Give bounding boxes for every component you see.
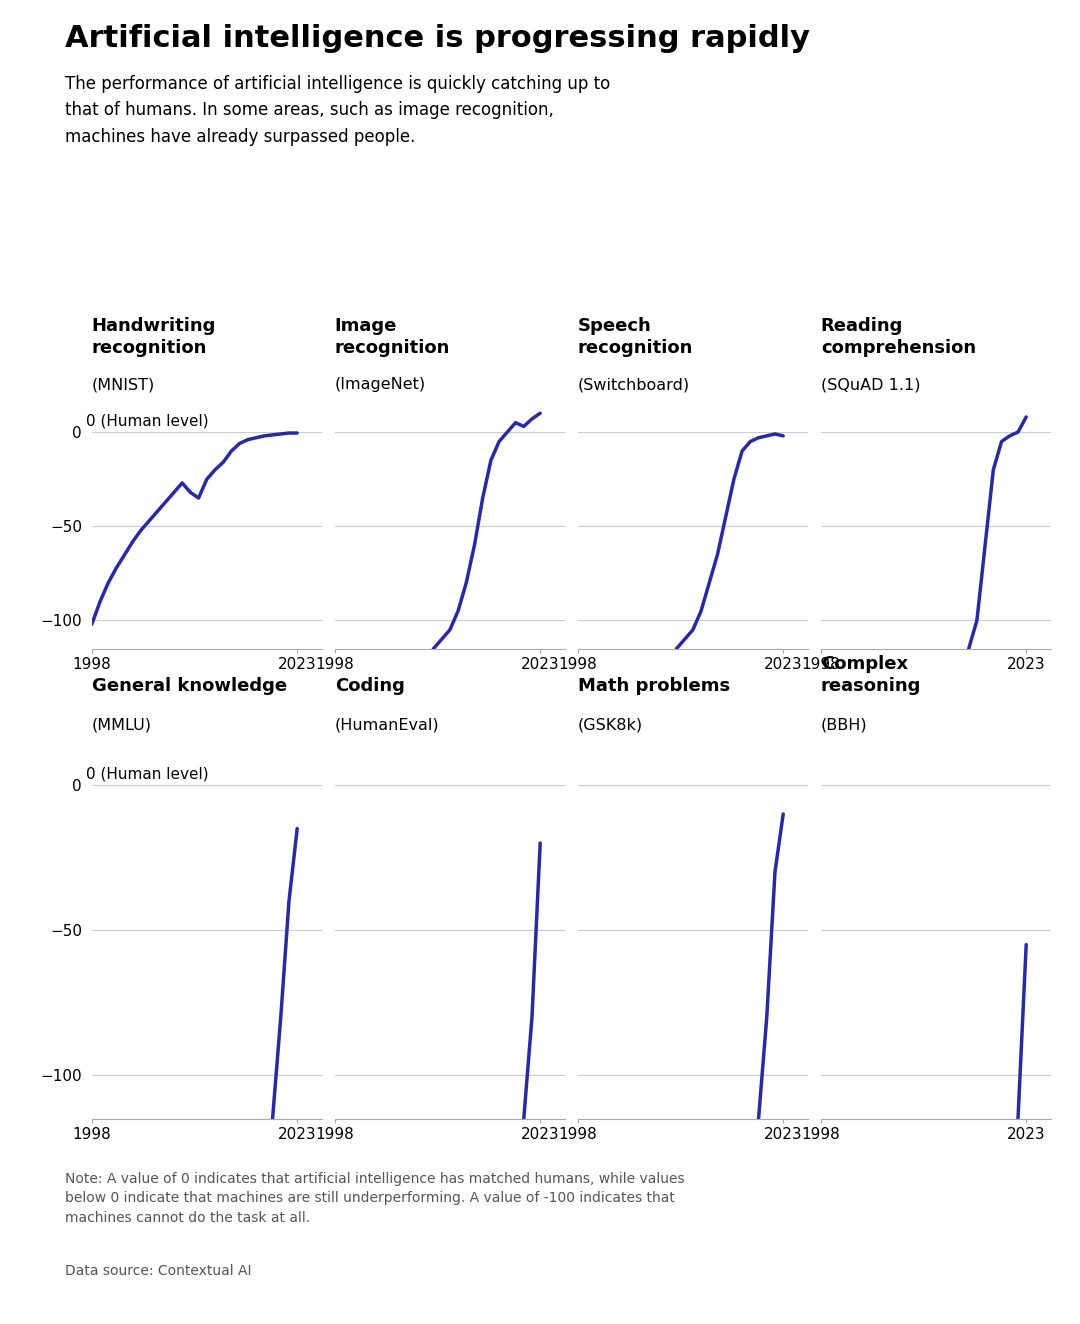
Text: (ImageNet): (ImageNet) xyxy=(335,377,426,392)
Text: (MNIST): (MNIST) xyxy=(92,377,156,392)
Text: (HumanEval): (HumanEval) xyxy=(335,718,440,732)
Text: Reading
comprehension: Reading comprehension xyxy=(821,318,976,357)
Text: Image
recognition: Image recognition xyxy=(335,318,450,357)
Text: General knowledge: General knowledge xyxy=(92,677,287,695)
Text: Coding: Coding xyxy=(335,677,405,695)
Text: Math problems: Math problems xyxy=(578,677,730,695)
Text: (MMLU): (MMLU) xyxy=(92,718,152,732)
Text: (Switchboard): (Switchboard) xyxy=(578,377,690,392)
Text: (BBH): (BBH) xyxy=(821,718,867,732)
Text: Data source: Contextual AI: Data source: Contextual AI xyxy=(65,1264,252,1279)
Text: 0 (Human level): 0 (Human level) xyxy=(86,767,210,781)
Text: Note: A value of 0 indicates that artificial intelligence has matched humans, wh: Note: A value of 0 indicates that artifi… xyxy=(65,1172,685,1225)
Text: (SQuAD 1.1): (SQuAD 1.1) xyxy=(821,377,920,392)
Text: Handwriting
recognition: Handwriting recognition xyxy=(92,318,216,357)
Text: (GSK8k): (GSK8k) xyxy=(578,718,643,732)
Text: Complex
reasoning: Complex reasoning xyxy=(821,655,921,695)
Text: Speech
recognition: Speech recognition xyxy=(578,318,693,357)
Text: 0 (Human level): 0 (Human level) xyxy=(86,413,210,428)
Text: Artificial intelligence is progressing rapidly: Artificial intelligence is progressing r… xyxy=(65,24,810,53)
Text: The performance of artificial intelligence is quickly catching up to
that of hum: The performance of artificial intelligen… xyxy=(65,75,610,146)
